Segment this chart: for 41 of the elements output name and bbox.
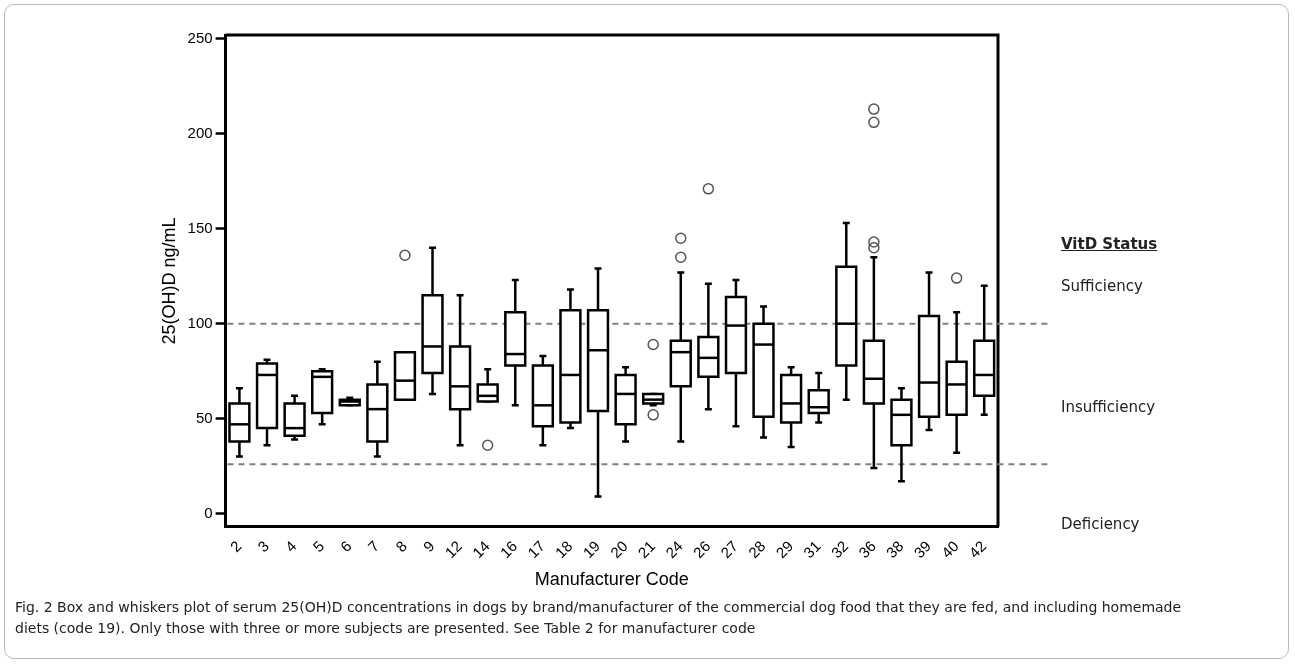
x-tick-label: 26 [689, 537, 714, 562]
text: Sufficiency [1061, 277, 1143, 295]
y-tick-label: 250 [187, 28, 213, 46]
x-tick-label: 14 [468, 537, 493, 562]
x-tick-label: 9 [419, 537, 438, 556]
x-tick-label: 16 [496, 537, 521, 562]
x-tick-label: 19 [579, 537, 604, 562]
x-tick-label: 4 [281, 537, 300, 556]
x-axis-title: Manufacturer Code [534, 569, 689, 590]
x-tick-label: 31 [799, 537, 824, 562]
x-tick-label: 7 [364, 537, 383, 556]
x-tick-label: 28 [744, 537, 769, 562]
y-tick-label: 150 [187, 218, 213, 236]
x-tick-label: 39 [910, 537, 935, 562]
x-tick-label: 5 [309, 537, 328, 556]
x-tick-label: 32 [827, 537, 852, 562]
x-tick-label: 24 [662, 537, 686, 562]
y-tick-label: 50 [195, 408, 213, 426]
x-tick-label: 36 [855, 537, 879, 562]
x-tick-label: 8 [392, 537, 410, 556]
x-tick-label: 3 [254, 537, 273, 556]
text: Insufficiency [1061, 398, 1156, 416]
x-tick-label: 17 [524, 537, 548, 562]
y-tick-label: 0 [204, 503, 213, 521]
x-tick-label: 2 [226, 537, 245, 556]
text: VitD Status [1061, 235, 1158, 253]
x-tick-label: 6 [336, 537, 355, 556]
x-tick-label: 20 [606, 537, 631, 562]
text: Deficiency [1061, 515, 1140, 533]
y-axis-title: 25(OH)D ng/mL [158, 217, 179, 345]
x-tick-label: 21 [634, 537, 659, 562]
x-tick-label: 42 [965, 537, 990, 562]
x-tick-label: 12 [441, 537, 466, 562]
x-tick-label: 27 [717, 537, 741, 562]
x-tick-label: 38 [882, 537, 907, 562]
y-tick-label: 200 [187, 123, 213, 141]
x-tick-label: 29 [772, 537, 797, 562]
caption: Fig. 2 Box and whiskers plot of serum 25(OH)D concentrations in dogs by brand/manufacturer of the commercial dog food that they are fed, and including homemade diets (code 19). Only those with three or more subjects are presented. See Table 2 for manufacturer code [15, 598, 1183, 638]
x-tick-label: 40 [937, 537, 962, 562]
x-tick-label: 18 [551, 537, 576, 562]
y-tick-label: 100 [187, 313, 213, 331]
